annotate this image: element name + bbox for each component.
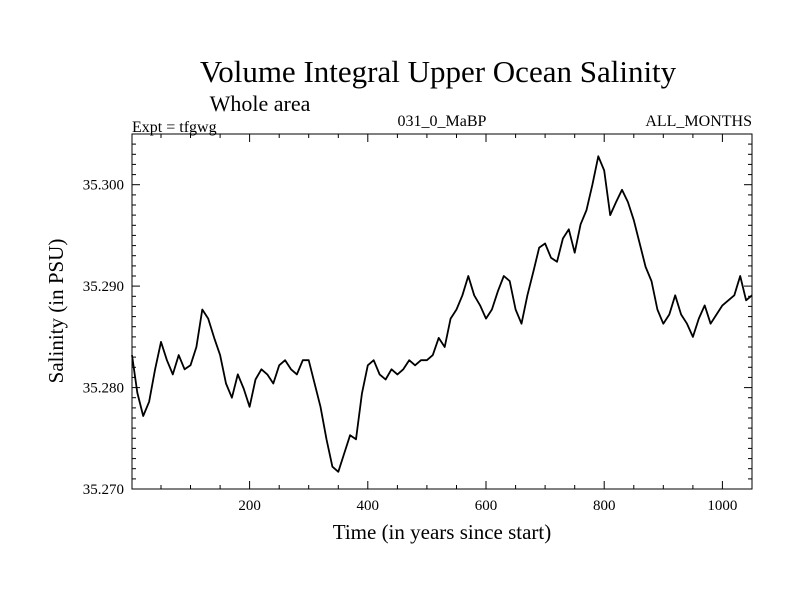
months-label: ALL_MONTHS — [645, 113, 752, 130]
x-tick-label: 800 — [593, 498, 616, 514]
experiment-label: Expt = tfgwg — [132, 119, 217, 136]
y-axis-label: Salinity (in PSU) — [44, 239, 68, 384]
x-tick-label: 600 — [475, 498, 498, 514]
y-tick-label: 35.280 — [83, 381, 124, 397]
y-tick-label: 35.270 — [83, 482, 124, 498]
axis-ticks — [132, 133, 753, 490]
x-tick-label: 400 — [357, 498, 380, 514]
x-tick-labels: 200 400 600 800 1000 — [238, 498, 737, 514]
x-axis-label: Time (in years since start) — [333, 520, 552, 544]
plot-frame — [131, 133, 753, 490]
y-tick-label: 35.300 — [83, 178, 124, 194]
run-label: 031_0_MaBP — [398, 113, 487, 130]
x-tick-label: 200 — [238, 498, 261, 514]
y-tick-labels: 35.270 35.280 35.290 35.300 — [83, 178, 124, 498]
salinity-line — [131, 155, 753, 473]
y-tick-label: 35.290 — [83, 279, 124, 295]
chart-subtitle: Whole area — [210, 91, 311, 116]
chart-title: Volume Integral Upper Ocean Salinity — [200, 54, 677, 89]
x-tick-label: 1000 — [707, 498, 737, 514]
